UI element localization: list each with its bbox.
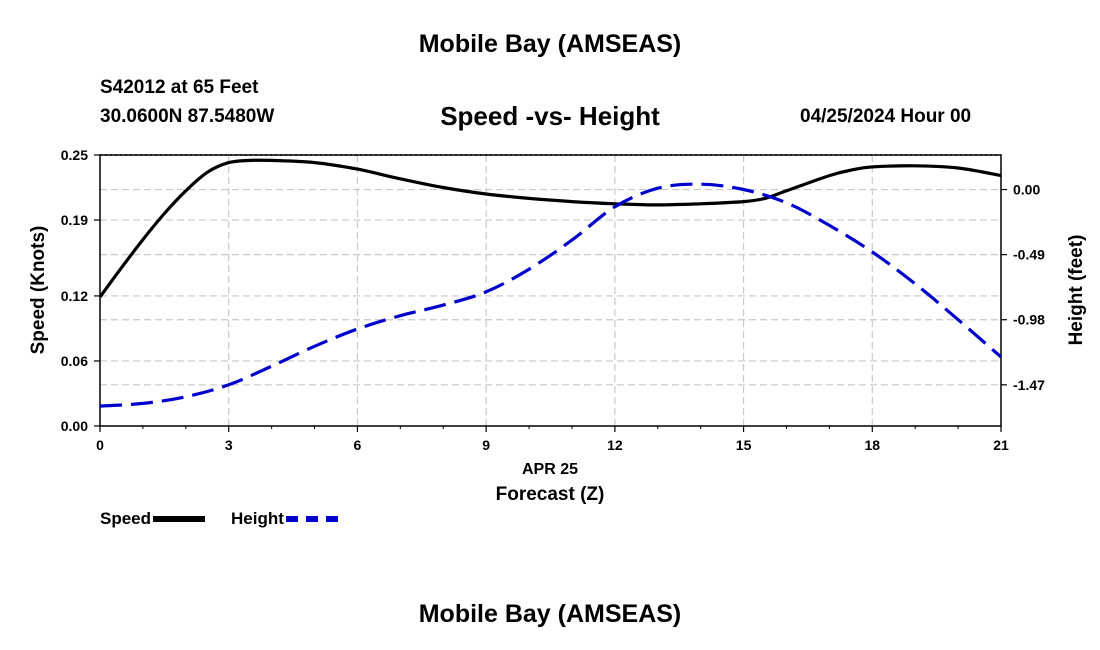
legend-label-height: Height	[231, 509, 284, 528]
x-axis-date-label: APR 25	[522, 461, 578, 478]
x-tick-label: 9	[482, 437, 490, 453]
x-tick-label: 3	[225, 437, 233, 453]
y-tick-label: 0.06	[61, 353, 88, 369]
legend-item-height: Height	[231, 509, 338, 529]
chart-title: Speed -vs- Height	[440, 101, 660, 131]
chart-main-title: Mobile Bay (AMSEAS)	[418, 30, 682, 58]
series-line-speed	[98, 158, 1002, 298]
x-tick-label: 21	[993, 437, 1009, 453]
y-tick-label: 0.19	[61, 212, 88, 228]
y2-tick-label: -1.47	[1013, 377, 1045, 393]
y-tick-label: 0.00	[61, 418, 88, 434]
y2-tick-label: -0.49	[1013, 247, 1045, 263]
y2-tick-label: -0.98	[1013, 312, 1045, 328]
x-tick-label: 0	[96, 437, 104, 453]
legend-swatch-speed	[153, 516, 206, 522]
x-axis-label: Forecast (Z)	[496, 484, 605, 505]
forecast-datetime: 04/25/2024 Hour 00	[800, 106, 972, 127]
grid-lines	[100, 155, 1001, 426]
legend-swatch-height	[285, 516, 338, 522]
y-tick-label: 0.12	[61, 288, 88, 304]
x-tick-label: 15	[736, 437, 752, 453]
x-tick-label: 18	[864, 437, 880, 453]
coordinates-label: 30.0600N 87.5480W	[100, 106, 275, 127]
series-lines	[98, 158, 1003, 408]
axis-ticks: 0 3 6 9 12 15 18 21 0.00 0.06 0.12 0.19 0.25 -1.47 -0.…	[61, 147, 1045, 453]
x-tick-label: 12	[607, 437, 623, 453]
series-line-height	[99, 182, 1003, 408]
y-axis-label: Speed (Knots)	[28, 226, 49, 355]
x-tick-label: 6	[354, 437, 362, 453]
legend-label-speed: Speed	[100, 509, 152, 528]
station-label: S42012 at 65 Feet	[100, 77, 259, 98]
y2-axis-label: Height (feet)	[1066, 235, 1087, 346]
legend-item-speed: Speed	[100, 509, 206, 529]
y-tick-label: 0.25	[61, 147, 88, 163]
y2-tick-label: 0.00	[1013, 182, 1040, 198]
footer-title: Mobile Bay (AMSEAS)	[418, 600, 682, 628]
